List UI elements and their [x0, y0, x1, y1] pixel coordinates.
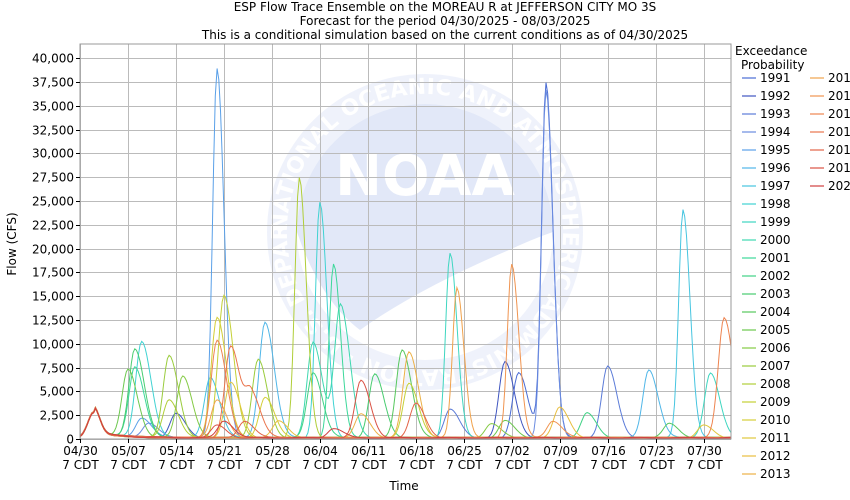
y-tick-label: 37,500	[32, 76, 74, 90]
x-tick-label-time: 7 CDT	[638, 458, 675, 472]
chart-title-line-1: ESP Flow Trace Ensemble on the MOREAU R …	[233, 0, 657, 14]
x-tick-label: 05/28	[255, 444, 290, 458]
x-tick-label: 07/23	[639, 444, 674, 458]
series-line-2020	[79, 406, 731, 439]
x-tick-label: 06/11	[351, 444, 386, 458]
x-tick-label: 04/30	[63, 444, 98, 458]
legend-label-2000: 2000	[760, 233, 791, 247]
y-tick-label: 40,000	[32, 52, 74, 66]
x-tick-label-time: 7 CDT	[158, 458, 195, 472]
x-tick-label: 06/18	[399, 444, 434, 458]
x-tick-label-time: 7 CDT	[62, 458, 99, 472]
y-tick-label: 7,500	[40, 362, 74, 376]
legend-label-2018: 2018	[828, 143, 850, 157]
legend-label-2008: 2008	[760, 377, 791, 391]
y-tick-label: 2,500	[40, 409, 74, 423]
y-tick-label: 12,500	[32, 314, 74, 328]
y-tick-label: 20,000	[32, 243, 74, 257]
x-tick-label: 05/21	[207, 444, 242, 458]
y-tick-label: 30,000	[32, 147, 74, 161]
x-tick-label-time: 7 CDT	[494, 458, 531, 472]
legend-label-1994: 1994	[760, 125, 791, 139]
legend-title: Exceedance Probability	[735, 44, 850, 72]
y-axis-label: Flow (CFS)	[5, 212, 19, 275]
series-lines	[79, 68, 732, 439]
x-tick-label-time: 7 CDT	[398, 458, 435, 472]
x-tick-label: 07/02	[495, 444, 530, 458]
legend-label-2002: 2002	[760, 269, 791, 283]
legend-label-2001: 2001	[760, 251, 791, 265]
x-tick-label-time: 7 CDT	[542, 458, 579, 472]
x-tick-label: 05/14	[159, 444, 194, 458]
x-tick-label: 06/25	[447, 444, 482, 458]
x-tick-label-time: 7 CDT	[206, 458, 243, 472]
chart-title: ESP Flow Trace Ensemble on the MOREAU R …	[0, 0, 850, 42]
x-tick-label-time: 7 CDT	[686, 458, 723, 472]
legend-label-2007: 2007	[760, 359, 791, 373]
legend-label-2011: 2011	[760, 431, 791, 445]
legend-label-1995: 1995	[760, 143, 791, 157]
x-axis-label: Time	[388, 479, 418, 493]
y-tick-label: 10,000	[32, 338, 74, 352]
x-tick-label-time: 7 CDT	[590, 458, 627, 472]
x-tick-label-time: 7 CDT	[446, 458, 483, 472]
y-tick-label: 15,000	[32, 290, 74, 304]
x-tick-label: 07/30	[687, 444, 722, 458]
chart-title-line-3: This is a conditional simulation based o…	[201, 28, 689, 42]
legend-label-2019: 2019	[828, 161, 850, 175]
series-line-2018	[79, 402, 732, 439]
y-tick-label: 22,500	[32, 219, 74, 233]
x-tick-label-time: 7 CDT	[254, 458, 291, 472]
x-tick-label-time: 7 CDT	[302, 458, 339, 472]
legend-label-2006: 2006	[760, 341, 791, 355]
x-tick-label: 07/09	[543, 444, 578, 458]
x-tick-label: 07/16	[591, 444, 626, 458]
legend-label-1991: 1991	[760, 71, 791, 85]
legend-label-1993: 1993	[760, 107, 791, 121]
legend-title-line-1: Exceedance	[735, 44, 808, 58]
legend-label-2004: 2004	[760, 305, 791, 319]
legend-title-line-2: Probability	[741, 58, 805, 72]
legend-label-2012: 2012	[760, 449, 791, 463]
y-tick-label: 27,500	[32, 171, 74, 185]
watermark-sky	[297, 104, 553, 330]
legend-label-2016: 2016	[828, 107, 850, 121]
series-line-2012	[79, 406, 732, 439]
watermark-logo-text: NOAA	[335, 144, 515, 209]
legend-label-2005: 2005	[760, 323, 791, 337]
y-tick-label: 25,000	[32, 195, 74, 209]
plot-frame	[79, 43, 732, 440]
legend-label-1998: 1998	[760, 197, 791, 211]
legend-label-2009: 2009	[760, 395, 791, 409]
legend-label-1996: 1996	[760, 161, 791, 175]
y-tick-label: 5,000	[40, 385, 74, 399]
chart-title-line-2: Forecast for the period 04/30/2025 - 08/…	[299, 14, 591, 28]
legend-label-2017: 2017	[828, 125, 850, 139]
legend-label-1999: 1999	[760, 215, 791, 229]
x-tick-label-time: 7 CDT	[110, 458, 147, 472]
legend-label-1997: 1997	[760, 179, 791, 193]
x-tick-label-time: 7 CDT	[350, 458, 387, 472]
y-tick-label: 35,000	[32, 100, 74, 114]
legend-label-2003: 2003	[760, 287, 791, 301]
legend-label-2010: 2010	[760, 413, 791, 427]
y-tick-label: 32,500	[32, 124, 74, 138]
legend-label-2020: 2020	[828, 179, 850, 193]
axes: 0 2,500 5,000 7,500 10,000 12,500 15,000 17,500…	[32, 43, 732, 472]
legend-label-2013: 2013	[760, 467, 791, 481]
y-tick-label: 0	[66, 433, 74, 447]
legend-label-1992: 1992	[760, 89, 791, 103]
legend-label-2015: 2015	[828, 89, 850, 103]
x-tick-label: 06/04	[303, 444, 338, 458]
legend-items: 1991 1992 1993 1994 1995 1996 1997 1998 1999 2000…	[742, 71, 850, 481]
x-tick-label: 05/07	[111, 444, 146, 458]
legend-label-2014: 2014	[828, 71, 850, 85]
y-tick-label: 17,500	[32, 266, 74, 280]
